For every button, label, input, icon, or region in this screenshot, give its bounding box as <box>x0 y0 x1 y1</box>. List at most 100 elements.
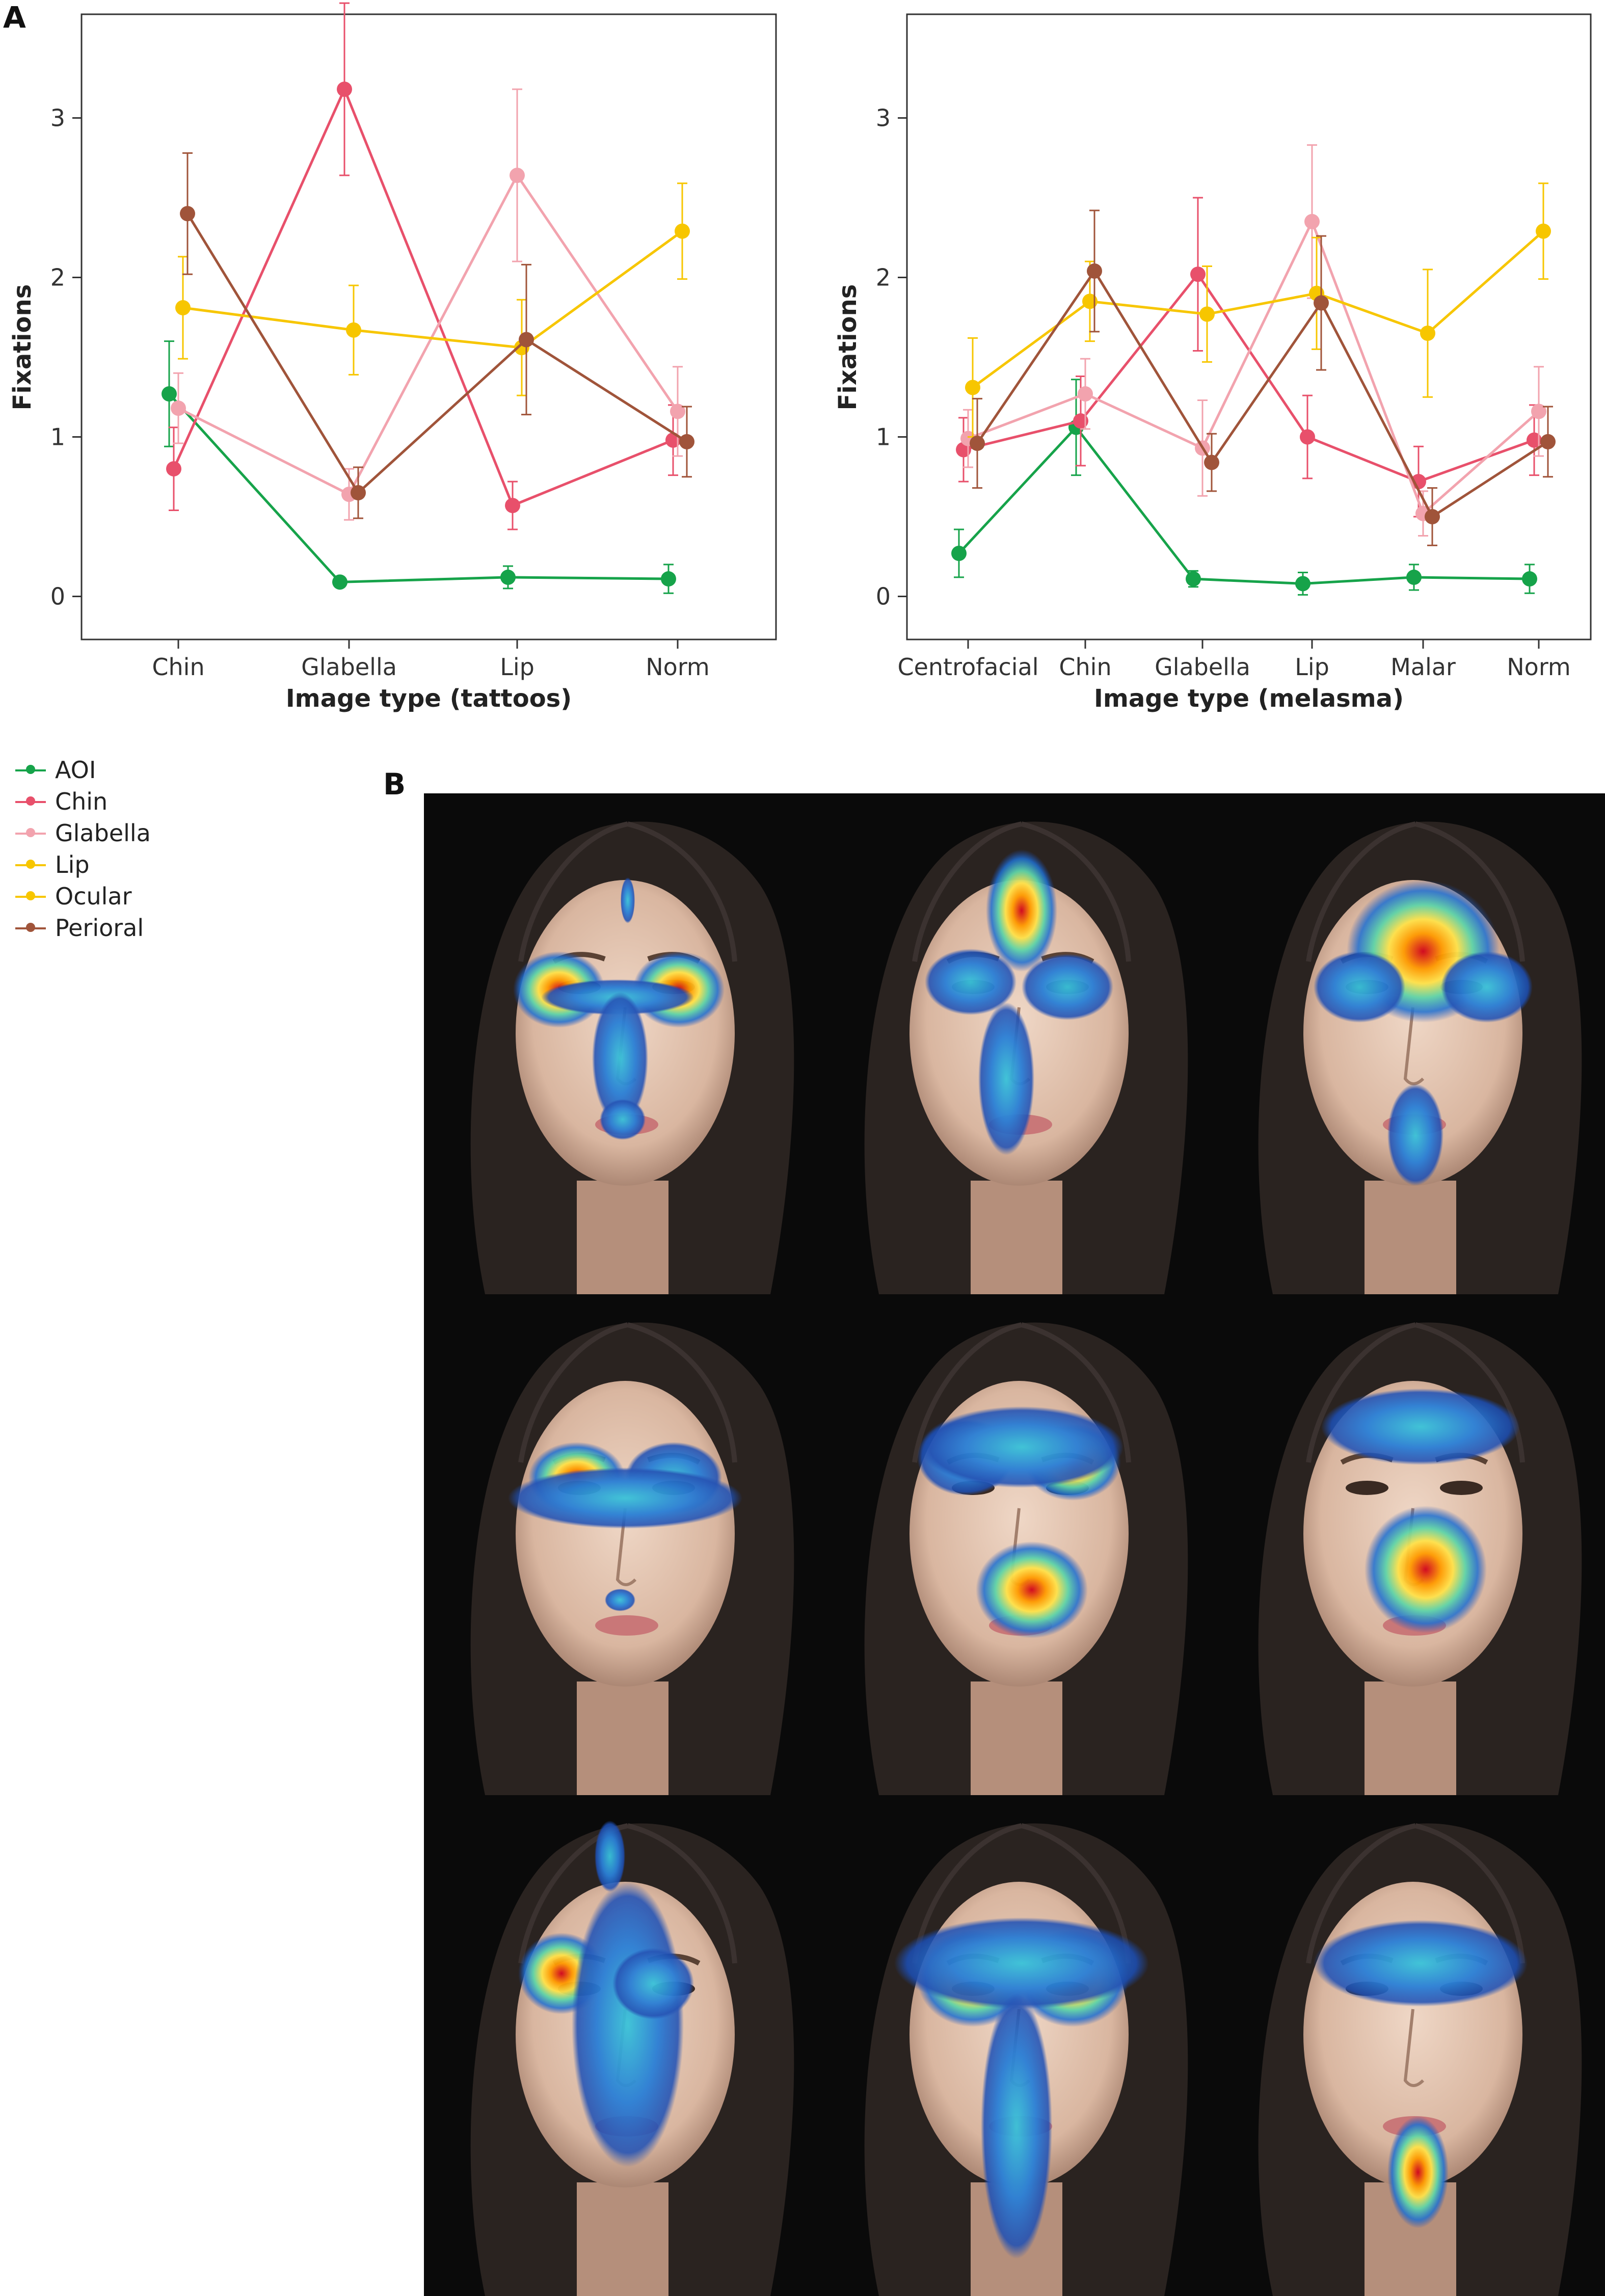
data-point <box>166 461 181 477</box>
data-point <box>1420 326 1435 341</box>
heatmap-face <box>818 793 1212 1294</box>
data-point <box>670 404 685 419</box>
x-tick-label: Malar <box>1390 653 1456 681</box>
legend-item: Perioral <box>15 912 151 944</box>
heatmap-overlay <box>513 877 725 1140</box>
legend-label: Lip <box>55 851 90 878</box>
series-line <box>976 269 1549 519</box>
data-point <box>1199 306 1215 322</box>
data-point <box>1300 429 1315 445</box>
data-point <box>337 82 352 97</box>
legend-label: Glabella <box>55 819 151 847</box>
panel-label-b: B <box>383 767 406 802</box>
legend-swatch <box>15 891 46 901</box>
legend-item: Chin <box>15 786 151 817</box>
data-point <box>1304 213 1320 229</box>
heatmap-face <box>424 1294 818 1795</box>
legend-label: Chin <box>55 788 108 815</box>
data-point <box>1087 263 1102 279</box>
data-point <box>351 485 366 501</box>
y-tick-label: 3 <box>50 104 65 131</box>
data-point <box>162 386 177 402</box>
series-line <box>177 173 679 496</box>
lips <box>595 1615 658 1636</box>
x-tick-label: Centrofacial <box>897 653 1038 681</box>
heatmap-face <box>818 1795 1212 2296</box>
heatmap-overlay <box>518 1821 694 2167</box>
data-point <box>519 332 534 348</box>
series-glabella <box>960 144 1546 537</box>
data-point <box>1078 386 1093 402</box>
face <box>516 1381 735 1687</box>
data-point <box>1186 571 1201 587</box>
legend-swatch <box>15 923 46 933</box>
data-point <box>661 571 676 587</box>
series-chin <box>166 2 681 530</box>
heatmap-face <box>424 1795 818 2296</box>
heatmap-face <box>1212 1294 1605 1795</box>
series-chin <box>956 197 1542 518</box>
data-point <box>1314 295 1329 311</box>
x-axis-label: Image type (tattoos) <box>286 684 572 713</box>
plot-frame <box>906 13 1592 640</box>
panel-label-a: A <box>3 0 26 35</box>
series-line <box>958 425 1530 585</box>
data-point <box>1204 455 1219 470</box>
data-point <box>970 435 985 451</box>
y-axis-label: Fixations <box>834 284 862 411</box>
heatmap-overlay <box>508 1442 742 1611</box>
y-tick-label: 2 <box>876 263 891 291</box>
series-perioral <box>180 152 694 519</box>
legend-swatch <box>15 828 46 838</box>
y-tick-label: 2 <box>50 263 65 291</box>
data-point <box>180 206 195 222</box>
y-tick-label: 0 <box>876 582 891 610</box>
data-point <box>1536 223 1551 239</box>
series-line <box>182 230 683 349</box>
series-line <box>168 393 669 583</box>
legend-label: Perioral <box>55 914 144 942</box>
data-point <box>951 545 967 561</box>
legend-item: Lip <box>15 849 151 880</box>
data-point <box>1190 266 1206 282</box>
series-perioral <box>970 209 1556 546</box>
x-tick-label: Chin <box>1059 653 1111 681</box>
heatmap-overlay <box>925 849 1113 1155</box>
x-tick-label: Chin <box>152 653 204 681</box>
data-point <box>1540 434 1556 449</box>
data-point <box>332 574 347 590</box>
line-charts: 0 1 2 3 Chin Glabella Lip Norm Image type (tatto… <box>8 2 1592 713</box>
data-point <box>1522 571 1537 587</box>
heatmap-overlay <box>917 1406 1124 1638</box>
heatmap-face <box>1212 793 1605 1294</box>
heatmap-overlay <box>1314 1920 1528 2228</box>
legend-swatch <box>15 765 46 775</box>
heatmap-overlay <box>1314 880 1533 1186</box>
data-point <box>965 380 980 395</box>
data-point <box>175 300 191 315</box>
data-point <box>675 223 690 239</box>
y-axis-label: Fixations <box>8 284 37 411</box>
heatmap-face <box>1212 1795 1605 2296</box>
series-aoi <box>162 340 676 594</box>
data-point <box>505 498 520 514</box>
x-tick-label: Lip <box>500 653 534 681</box>
x-tick-label: Norm <box>646 653 709 681</box>
legend-swatch <box>15 796 46 807</box>
legend-item: AOI <box>15 754 151 786</box>
series-line <box>186 212 688 495</box>
legend-item: Glabella <box>15 817 151 849</box>
series-ocular <box>965 182 1551 438</box>
heatmap-overlay <box>894 1917 1149 2259</box>
series-ocular <box>175 182 690 396</box>
legend-label: AOI <box>55 756 96 784</box>
data-point <box>1425 509 1440 524</box>
series-line <box>963 272 1535 483</box>
heatmap-grid <box>424 793 1605 2296</box>
x-tick-label: Norm <box>1507 653 1570 681</box>
y-tick-label: 1 <box>876 423 891 450</box>
heatmap-face <box>818 1294 1212 1795</box>
data-point <box>1531 404 1546 419</box>
chart-2: 0 1 2 3 Centrofacial Chin Glabella Lip Malar Norm… <box>834 13 1592 713</box>
legend-item: Ocular <box>15 880 151 912</box>
